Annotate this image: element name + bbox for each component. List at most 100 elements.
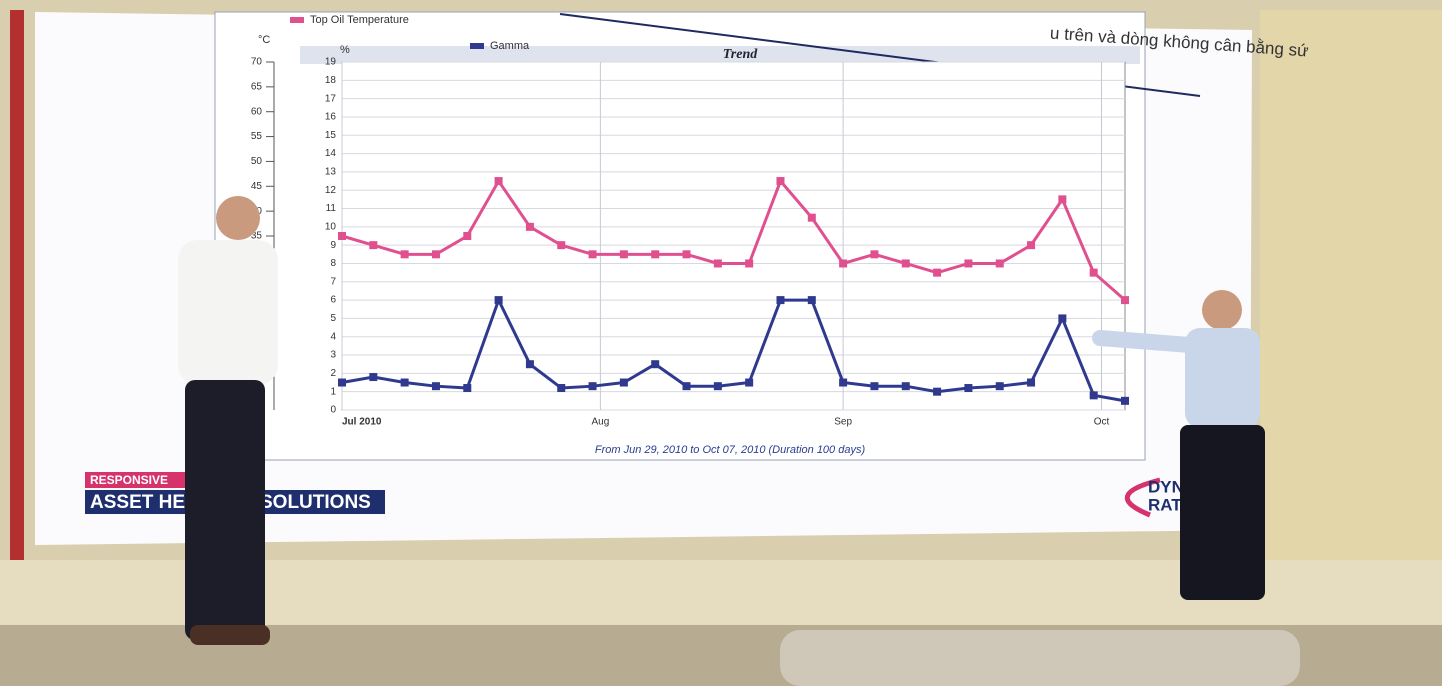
y2-tick-label: 60 — [251, 106, 263, 117]
series-marker — [651, 250, 659, 258]
logo-left: ASSET HE — [90, 492, 185, 513]
series-marker — [526, 223, 534, 231]
series-marker — [996, 382, 1004, 390]
y2-tick-label: 70 — [251, 57, 263, 68]
series-marker — [776, 296, 784, 304]
series-marker — [1121, 296, 1129, 304]
y-tick-label: 12 — [325, 185, 337, 196]
series-marker — [651, 360, 659, 368]
shirt — [178, 240, 278, 385]
chart-footer: From Jun 29, 2010 to Oct 07, 2010 (Durat… — [595, 444, 866, 456]
y-tick-label: 7 — [330, 276, 336, 287]
y-tick-label: 15 — [325, 130, 337, 141]
series-marker — [870, 250, 878, 258]
series-marker — [745, 379, 753, 387]
y-tick-label: 3 — [330, 350, 336, 361]
y2-axis-label: °C — [258, 34, 270, 46]
legend-label: Top Oil Temperature — [310, 14, 409, 26]
series-marker — [808, 296, 816, 304]
y-tick-label: 1 — [330, 386, 336, 397]
plot-area — [342, 62, 1125, 410]
head — [1202, 290, 1242, 330]
y-tick-label: 18 — [325, 75, 337, 86]
series-marker — [401, 379, 409, 387]
series-marker — [745, 259, 753, 267]
y-tick-label: 17 — [325, 93, 337, 104]
y2-tick-label: 45 — [251, 181, 263, 192]
brand-bottom: RAT — [1148, 495, 1182, 514]
series-marker — [683, 250, 691, 258]
y-axis-label: % — [340, 44, 350, 56]
y-tick-label: 10 — [325, 221, 337, 232]
stage-monitor — [780, 630, 1300, 686]
y-tick-label: 4 — [330, 331, 336, 342]
x-tick-label: Jul 2010 — [342, 417, 382, 428]
y2-tick-label: 50 — [251, 156, 263, 167]
x-tick-label: Sep — [834, 417, 852, 428]
y-tick-label: 19 — [325, 57, 337, 68]
logo-tag: RESPONSIVE — [90, 473, 168, 487]
shoes — [190, 625, 270, 645]
series-marker — [1090, 269, 1098, 277]
y-tick-label: 6 — [330, 295, 336, 306]
series-marker — [839, 379, 847, 387]
series-marker — [589, 250, 597, 258]
series-marker — [432, 250, 440, 258]
series-marker — [463, 232, 471, 240]
series-marker — [776, 177, 784, 185]
y-tick-label: 5 — [330, 313, 336, 324]
series-marker — [338, 232, 346, 240]
legend-swatch — [470, 43, 484, 49]
trousers — [185, 380, 265, 640]
series-marker — [620, 379, 628, 387]
y-tick-label: 2 — [330, 368, 336, 379]
arm — [1100, 338, 1190, 345]
x-tick-label: Oct — [1094, 417, 1110, 428]
series-marker — [1058, 314, 1066, 322]
y-tick-label: 13 — [325, 167, 337, 178]
photo: Trend % °C From Jun 29, 2010 to Oct 07, … — [0, 0, 1442, 686]
series-marker — [620, 250, 628, 258]
series-marker — [495, 177, 503, 185]
series-marker — [1090, 391, 1098, 399]
series-marker — [996, 259, 1004, 267]
y-tick-label: 14 — [325, 148, 337, 159]
chart-title: Trend — [723, 47, 758, 62]
series-marker — [839, 259, 847, 267]
series-marker — [401, 250, 409, 258]
head — [216, 196, 260, 240]
series-marker — [870, 382, 878, 390]
series-marker — [557, 241, 565, 249]
wall-panel — [1260, 10, 1442, 600]
plot: 0123456789101112131415161718192025303540… — [251, 14, 1129, 428]
y2-tick-label: 55 — [251, 131, 263, 142]
series-marker — [714, 382, 722, 390]
series-marker — [589, 382, 597, 390]
series-marker — [1027, 379, 1035, 387]
series-marker — [338, 379, 346, 387]
series-marker — [933, 388, 941, 396]
series-marker — [1027, 241, 1035, 249]
series-marker — [714, 259, 722, 267]
series-marker — [1121, 397, 1129, 405]
y-tick-label: 16 — [325, 112, 337, 123]
series-marker — [495, 296, 503, 304]
series-marker — [526, 360, 534, 368]
series-marker — [1058, 195, 1066, 203]
presenter-left — [178, 196, 278, 645]
y-tick-label: 0 — [330, 405, 336, 416]
y-tick-label: 8 — [330, 258, 336, 269]
x-tick-label: Aug — [591, 417, 609, 428]
curtain — [10, 10, 24, 570]
y-tick-label: 11 — [326, 203, 337, 214]
brand-top: DYN — [1148, 477, 1184, 496]
series-marker — [808, 214, 816, 222]
series-marker — [557, 384, 565, 392]
series-marker — [964, 259, 972, 267]
y-tick-label: 9 — [330, 240, 336, 251]
legend-swatch — [290, 17, 304, 23]
y2-tick-label: 65 — [251, 81, 263, 92]
series-marker — [902, 259, 910, 267]
trousers — [1180, 425, 1265, 600]
series-marker — [683, 382, 691, 390]
